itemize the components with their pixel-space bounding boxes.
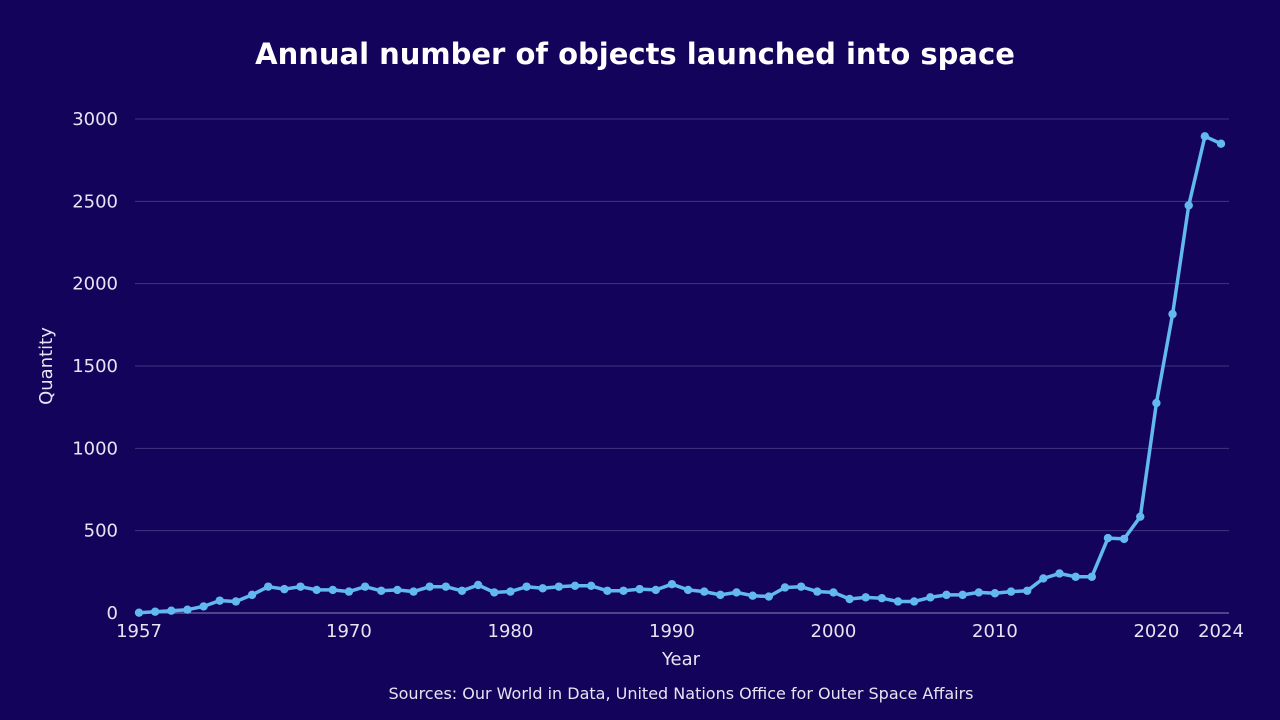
y-axis-label: Quantity [36,327,57,405]
data-point-1958 [150,607,160,616]
data-point-1988 [635,584,644,594]
data-point-2018 [1119,534,1129,544]
data-point-2019 [1136,512,1145,521]
y-axis-ticks: 0 500 1000 1500 2000 2500 3000 [72,109,118,624]
data-point-1987 [619,586,628,595]
data-point-1994 [732,588,741,597]
y-tick-label: 2000 [72,274,118,295]
x-tick-label: 1980 [488,621,534,642]
x-tick-label: 1990 [649,621,695,642]
data-point-1992 [700,587,709,596]
y-tick-label: 500 [84,521,118,542]
x-axis-ticks: 1957 1970 1980 1990 2000 2010 2020 2024 [116,621,1244,642]
x-tick-label: 1970 [326,621,372,642]
data-point-1985 [586,581,596,591]
data-point-1961 [199,602,208,611]
data-point-2002 [861,593,870,602]
y-tick-label: 3000 [72,109,118,130]
gridlines [135,118,1229,614]
data-point-2004 [893,597,903,606]
data-point-1971 [360,582,370,591]
y-tick-label: 1500 [72,356,118,377]
chart-source: Sources: Our World in Data, United Natio… [388,684,973,703]
x-tick-label: 2000 [811,621,857,642]
data-point-1997 [780,583,790,592]
series-line [137,134,1223,615]
data-point-2012 [1023,586,1032,595]
data-point-2023 [1200,132,1210,141]
data-point-2014 [1055,569,1064,578]
data-point-2011 [1006,587,1016,596]
data-point-1991 [683,585,693,595]
data-point-1957 [134,608,144,617]
data-point-1998 [796,582,806,591]
x-axis-label: Year [661,649,701,670]
x-tick-label: 2024 [1198,621,1244,642]
data-point-2017 [1103,533,1113,543]
data-point-1977 [457,586,467,595]
data-point-2008 [958,590,967,600]
data-point-1993 [716,590,725,600]
data-point-1963 [231,597,241,606]
chart-title: Annual number of objects launched into s… [255,37,1015,71]
data-point-2020 [1152,398,1161,408]
x-tick-label: 1957 [116,621,162,642]
data-point-1960 [183,605,192,614]
data-point-1984 [570,581,580,591]
data-point-1974 [409,587,418,596]
data-point-1967 [296,582,305,591]
data-point-1981 [522,582,531,591]
data-point-1964 [247,590,257,600]
data-point-2000 [829,588,838,597]
data-point-1983 [554,582,564,591]
y-tick-label: 1000 [72,438,118,459]
data-point-1976 [441,582,451,591]
data-point-1968 [312,585,321,595]
data-point-2015 [1071,572,1080,581]
data-point-2024 [1216,139,1226,148]
data-point-2003 [877,593,887,603]
data-point-1973 [393,585,402,595]
y-tick-label: 2500 [72,191,118,212]
y-tick-label: 0 [107,603,118,624]
data-point-1966 [280,584,289,594]
data-point-2007 [942,590,951,600]
data-point-2013 [1039,574,1048,583]
data-point-1975 [425,582,434,591]
data-point-1972 [377,586,386,595]
data-point-1969 [328,585,337,595]
data-point-2005 [909,597,919,606]
data-point-1970 [344,587,354,596]
x-tick-label: 2020 [1133,621,1179,642]
data-point-2021 [1168,309,1177,319]
x-tick-label: 2010 [972,621,1018,642]
data-point-2006 [926,593,935,602]
data-point-1980 [506,587,515,596]
data-point-1962 [215,596,224,605]
data-point-1959 [167,606,176,615]
data-point-2010 [990,589,1000,598]
data-point-2001 [845,594,854,604]
data-point-1965 [263,582,273,591]
data-point-2022 [1184,201,1193,210]
data-point-1986 [603,586,612,595]
data-point-1999 [813,587,822,596]
series-quantity [134,132,1226,617]
data-point-1996 [764,592,774,601]
data-point-1989 [651,585,660,595]
data-point-1982 [538,584,547,593]
data-point-1978 [473,580,483,590]
data-point-1990 [667,579,677,589]
data-point-2016 [1087,572,1097,581]
data-point-1979 [490,588,499,597]
data-point-2009 [974,588,983,597]
data-point-1995 [748,591,757,600]
